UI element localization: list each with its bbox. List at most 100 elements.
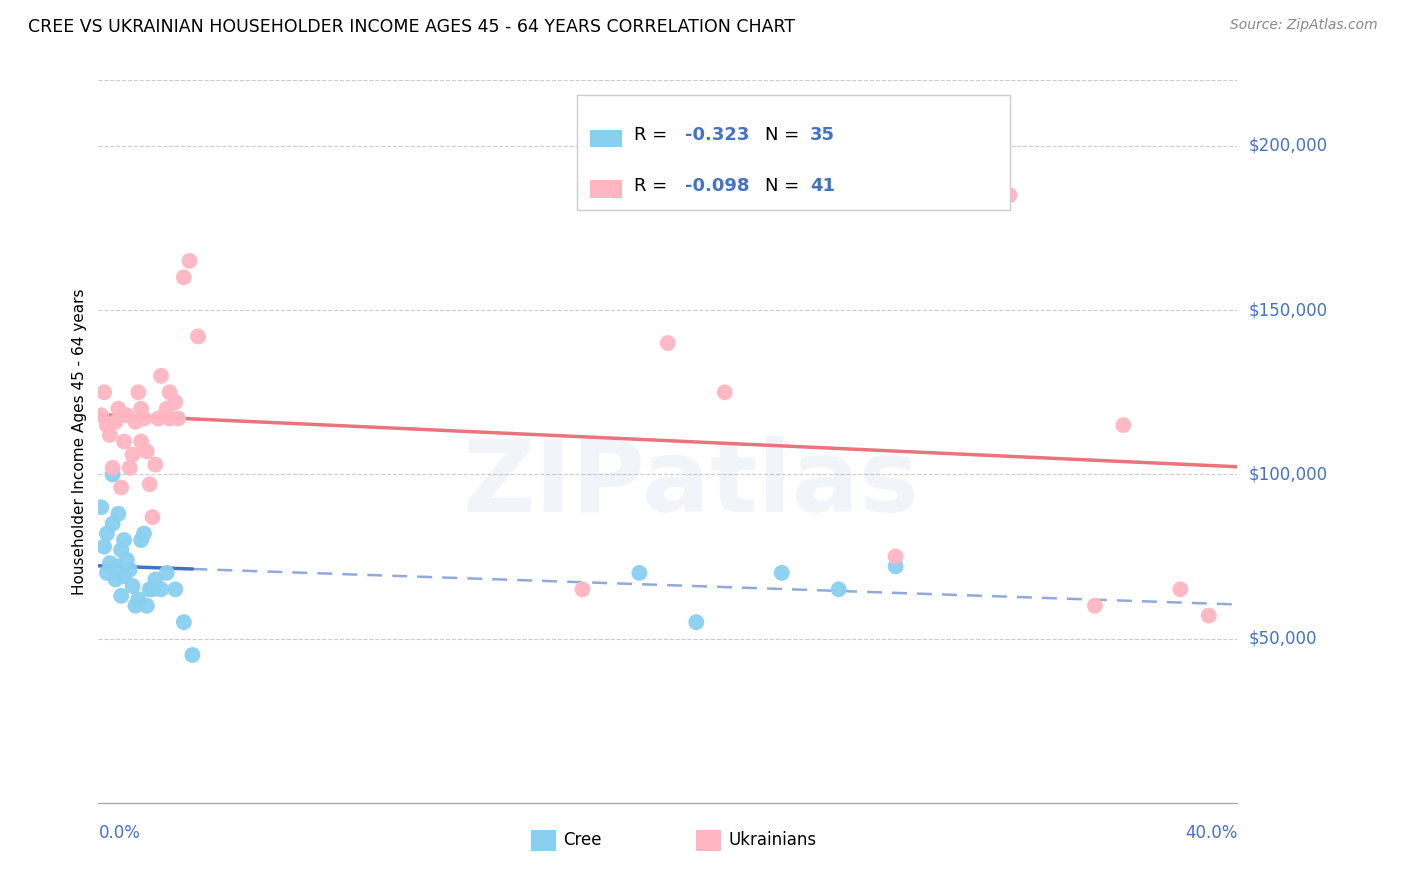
Point — [90, 409, 112, 423]
Point — [129, 533, 152, 547]
Point — [150, 582, 173, 597]
FancyBboxPatch shape — [591, 129, 623, 147]
Point — [110, 542, 132, 557]
Point — [942, 188, 965, 202]
Point — [132, 411, 155, 425]
Point — [145, 458, 167, 472]
Point — [104, 573, 127, 587]
Point — [110, 589, 132, 603]
Point — [884, 549, 907, 564]
Point — [173, 270, 195, 285]
Point — [107, 507, 129, 521]
Point — [1084, 599, 1107, 613]
Point — [98, 556, 121, 570]
Point — [93, 385, 115, 400]
Point — [714, 385, 737, 400]
Text: Source: ZipAtlas.com: Source: ZipAtlas.com — [1230, 18, 1378, 32]
Text: Cree: Cree — [562, 830, 602, 848]
Point — [159, 385, 181, 400]
Point — [187, 329, 209, 343]
Text: 41: 41 — [810, 177, 835, 195]
Point — [571, 582, 593, 597]
Text: 0.0%: 0.0% — [98, 824, 141, 842]
Point — [121, 448, 143, 462]
Point — [107, 559, 129, 574]
Point — [127, 385, 149, 400]
Text: 40.0%: 40.0% — [1185, 824, 1237, 842]
Point — [165, 582, 187, 597]
Point — [132, 526, 155, 541]
FancyBboxPatch shape — [591, 180, 623, 198]
Point — [129, 434, 152, 449]
FancyBboxPatch shape — [696, 830, 721, 851]
Point — [118, 460, 141, 475]
Point — [770, 566, 793, 580]
Point — [101, 460, 124, 475]
Point — [167, 411, 190, 425]
Point — [129, 401, 152, 416]
Text: $50,000: $50,000 — [1249, 630, 1317, 648]
Point — [115, 409, 138, 423]
Point — [884, 559, 907, 574]
Point — [93, 540, 115, 554]
Point — [101, 467, 124, 482]
Point — [179, 253, 201, 268]
Point — [138, 477, 160, 491]
Point — [1198, 608, 1220, 623]
Point — [181, 648, 204, 662]
Point — [121, 579, 143, 593]
Point — [141, 582, 163, 597]
Text: ZIPatlas: ZIPatlas — [463, 436, 920, 533]
Point — [138, 582, 160, 597]
Y-axis label: Householder Income Ages 45 - 64 years: Householder Income Ages 45 - 64 years — [72, 288, 87, 595]
Point — [141, 510, 163, 524]
Point — [98, 428, 121, 442]
FancyBboxPatch shape — [576, 95, 1010, 211]
Point — [145, 573, 167, 587]
Point — [135, 444, 157, 458]
Point — [159, 411, 181, 425]
Point — [135, 599, 157, 613]
Point — [150, 368, 173, 383]
Point — [104, 415, 127, 429]
Point — [101, 516, 124, 531]
Point — [165, 395, 187, 409]
FancyBboxPatch shape — [531, 830, 557, 851]
Point — [828, 582, 851, 597]
Point — [998, 188, 1021, 202]
Point — [96, 418, 118, 433]
Point — [156, 401, 179, 416]
Text: CREE VS UKRAINIAN HOUSEHOLDER INCOME AGES 45 - 64 YEARS CORRELATION CHART: CREE VS UKRAINIAN HOUSEHOLDER INCOME AGE… — [28, 18, 796, 36]
Point — [127, 592, 149, 607]
Point — [90, 500, 112, 515]
Point — [118, 563, 141, 577]
Point — [115, 553, 138, 567]
Point — [124, 415, 146, 429]
Text: R =: R = — [634, 126, 672, 144]
Text: -0.098: -0.098 — [685, 177, 749, 195]
Point — [112, 569, 135, 583]
Point — [657, 336, 679, 351]
Text: $200,000: $200,000 — [1249, 137, 1327, 155]
Point — [1112, 418, 1135, 433]
Point — [156, 566, 179, 580]
Point — [124, 599, 146, 613]
Point — [112, 434, 135, 449]
Text: $150,000: $150,000 — [1249, 301, 1327, 319]
Point — [107, 401, 129, 416]
Text: N =: N = — [765, 177, 804, 195]
Point — [96, 526, 118, 541]
Text: -0.323: -0.323 — [685, 126, 749, 144]
Text: 35: 35 — [810, 126, 835, 144]
Point — [112, 533, 135, 547]
Point — [148, 411, 170, 425]
Point — [96, 566, 118, 580]
Point — [110, 481, 132, 495]
Point — [1170, 582, 1192, 597]
Text: R =: R = — [634, 177, 672, 195]
Text: Ukrainians: Ukrainians — [728, 830, 817, 848]
Point — [628, 566, 651, 580]
Text: $100,000: $100,000 — [1249, 466, 1327, 483]
Point — [685, 615, 707, 630]
Text: N =: N = — [765, 126, 804, 144]
